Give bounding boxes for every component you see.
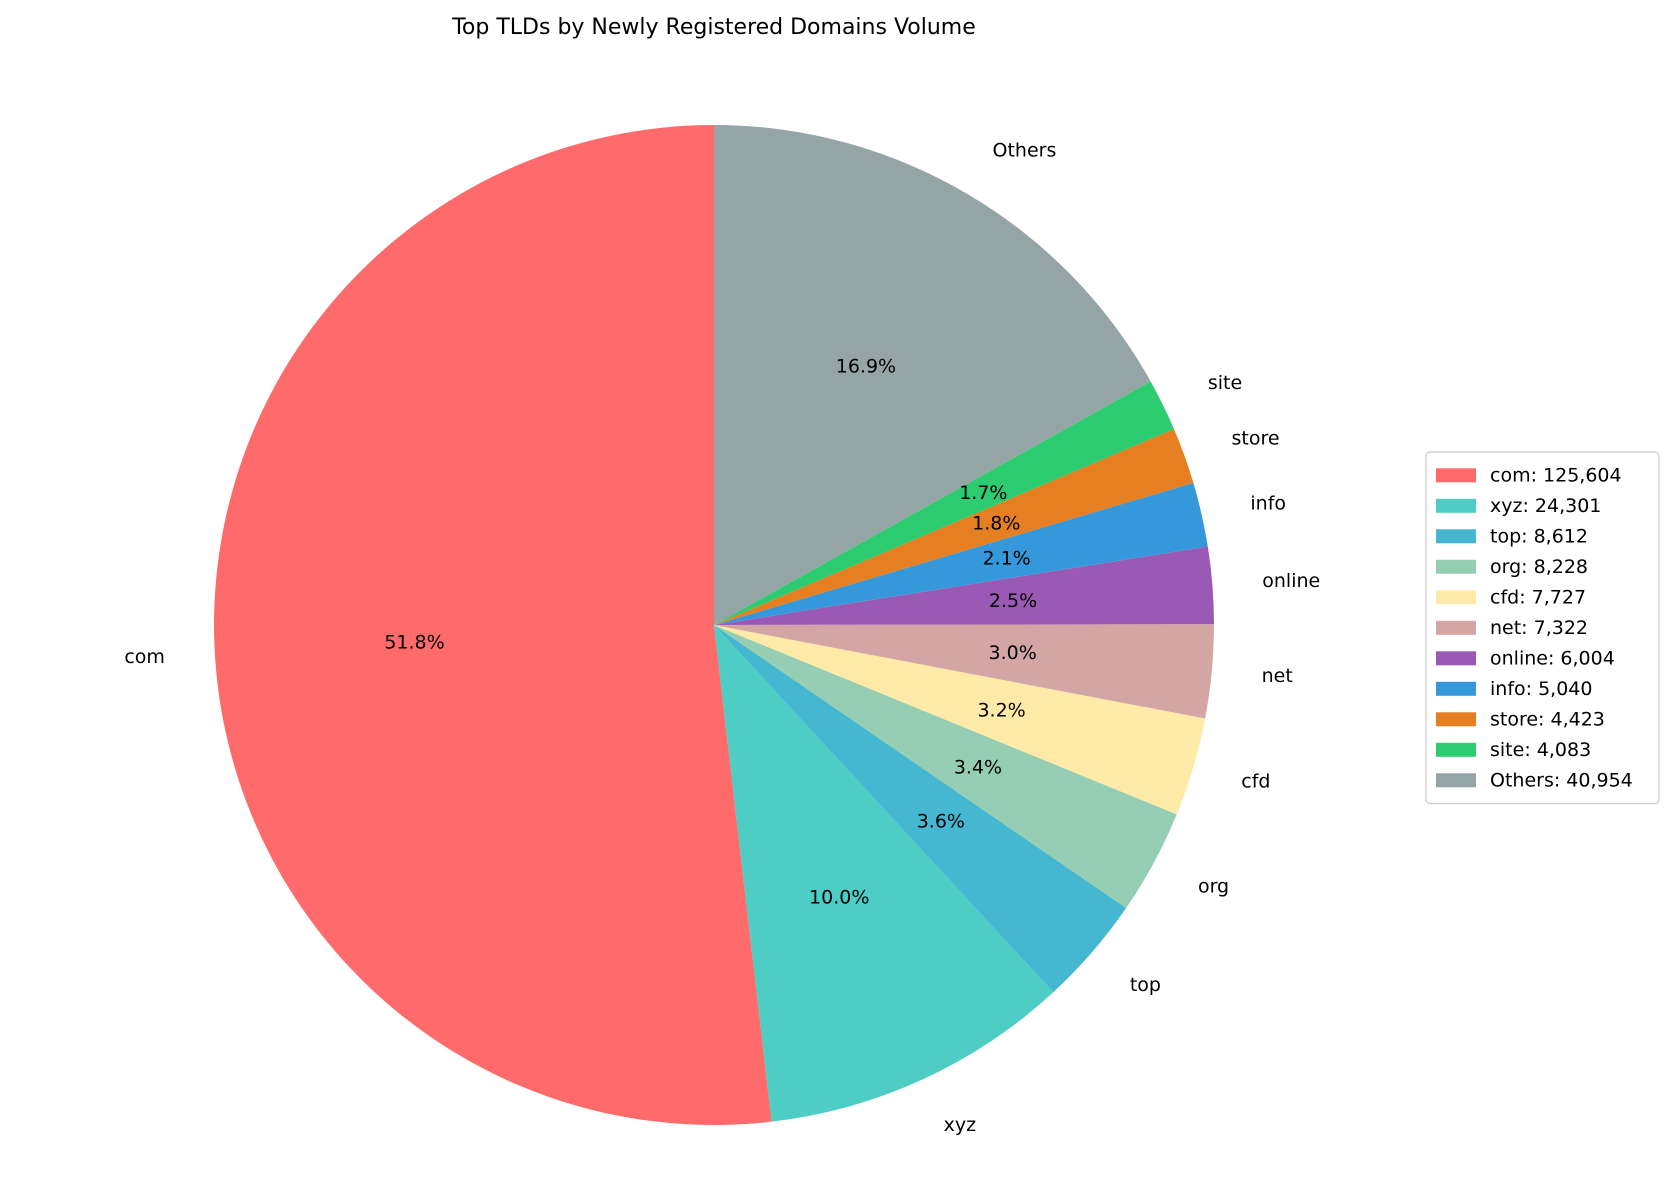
pie-slice-cfd <box>714 625 1206 815</box>
slice-label-store: store <box>1231 428 1279 450</box>
chart-title: Top TLDs by Newly Registered Domains Vol… <box>451 15 976 40</box>
pie-slice-xyz <box>714 625 1054 1122</box>
percent-label-info: 2.1% <box>982 548 1030 570</box>
pie-slice-others <box>714 125 1151 625</box>
legend-label-online: online: 6,004 <box>1490 647 1615 669</box>
pie-slice-net <box>714 624 1215 719</box>
percent-label-com: 51.8% <box>384 631 444 653</box>
slice-label-online: online <box>1262 570 1320 592</box>
legend-label-top: top: 8,612 <box>1490 525 1588 547</box>
pie-slice-online <box>714 546 1214 625</box>
percent-label-net: 3.0% <box>989 642 1037 664</box>
pie-slice-org <box>714 625 1177 909</box>
slice-labels: com xyz top org cfd net online info store site Oth… <box>124 140 1320 1136</box>
percent-label-site: 1.7% <box>959 482 1007 504</box>
pie-slices <box>214 125 1215 1125</box>
slice-label-site: site <box>1208 372 1242 394</box>
legend-swatch-xyz <box>1436 498 1476 513</box>
slice-label-org: org <box>1198 875 1229 897</box>
legend-swatch-cfd <box>1436 590 1476 605</box>
percent-labels: 51.8% 10.0% 3.6% 3.4% 3.2% 3.0% 2.5% 2.1% 1.8% 1.… <box>384 355 1037 908</box>
legend-label-store: store: 4,423 <box>1490 708 1605 730</box>
legend-swatch-top <box>1436 529 1476 544</box>
pie-slice-site <box>714 381 1174 625</box>
legend-label-others: Others: 40,954 <box>1490 769 1633 791</box>
legend-label-info: info: 5,040 <box>1490 678 1592 700</box>
percent-label-org: 3.4% <box>954 757 1002 779</box>
slice-label-others: Others <box>993 140 1057 162</box>
slice-label-info: info <box>1250 492 1286 514</box>
percent-label-top: 3.6% <box>917 810 965 832</box>
percent-label-cfd: 3.2% <box>977 699 1025 721</box>
pie-slice-com <box>214 125 772 1125</box>
legend-swatch-store <box>1436 712 1476 727</box>
pie-slice-info <box>714 482 1208 625</box>
slice-label-net: net <box>1262 665 1293 687</box>
pie-slice-top <box>714 625 1127 993</box>
legend-label-cfd: cfd: 7,727 <box>1490 586 1586 608</box>
legend-label-com: com: 125,604 <box>1490 464 1622 486</box>
legend-box <box>1425 451 1660 805</box>
legend-swatch-com <box>1436 468 1476 483</box>
slice-label-cfd: cfd <box>1241 770 1270 792</box>
percent-label-store: 1.8% <box>972 512 1020 534</box>
legend: com: 125,604 xyz: 24,301 top: 8,612 org: 8,… <box>1425 451 1660 805</box>
pie-slice-store <box>714 428 1194 625</box>
legend-swatch-org <box>1436 559 1476 574</box>
legend-label-xyz: xyz: 24,301 <box>1490 495 1601 517</box>
legend-swatch-others <box>1436 773 1476 788</box>
percent-label-others: 16.9% <box>836 355 896 377</box>
percent-label-xyz: 10.0% <box>809 887 869 909</box>
legend-label-site: site: 4,083 <box>1490 739 1591 761</box>
legend-swatch-info <box>1436 681 1476 696</box>
legend-swatch-net <box>1436 620 1476 635</box>
legend-label-org: org: 8,228 <box>1490 556 1588 578</box>
slice-label-com: com <box>124 646 165 668</box>
legend-swatch-online <box>1436 651 1476 666</box>
slice-label-xyz: xyz <box>944 1114 976 1136</box>
legend-swatch-site <box>1436 742 1476 757</box>
legend-label-net: net: 7,322 <box>1490 617 1588 639</box>
slice-label-top: top <box>1130 974 1161 996</box>
percent-label-online: 2.5% <box>989 590 1037 612</box>
